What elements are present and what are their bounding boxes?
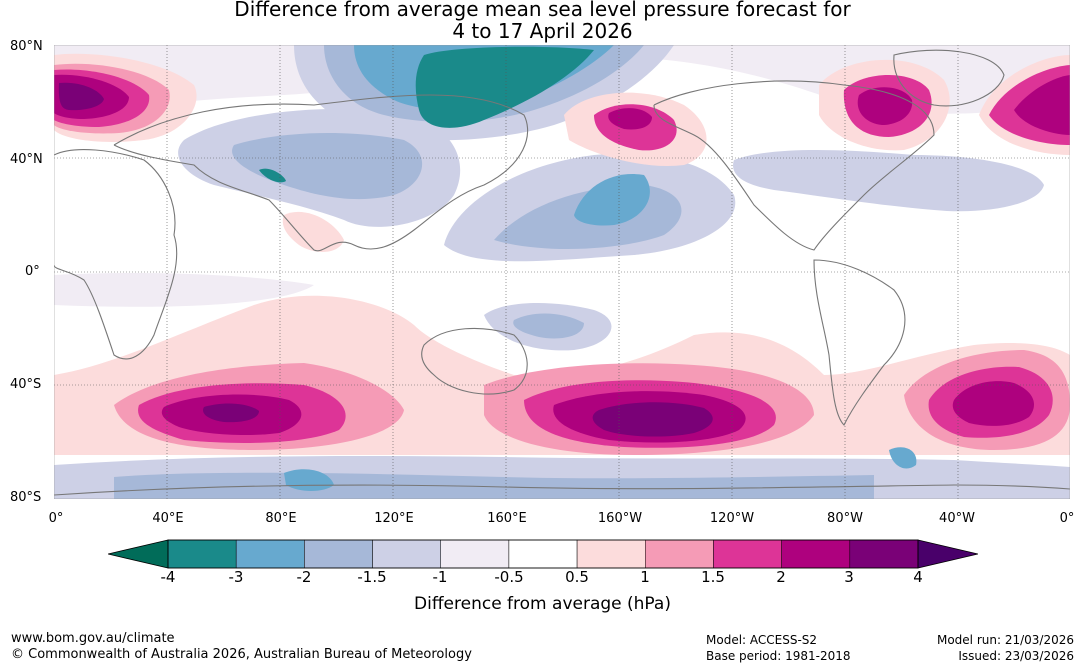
coastline-africa <box>54 149 178 360</box>
lon-label-120w: 120°W <box>709 511 755 526</box>
colorbar-tick-label: 0.5 <box>565 568 589 586</box>
footer-website: www.bom.gov.au/climate <box>11 631 175 646</box>
lat-label-80n: 80°N <box>10 39 43 54</box>
anomaly-atlantic-positive-3 <box>1014 75 1070 135</box>
coastline-antarctica <box>54 484 1070 496</box>
coastline-north-america <box>653 80 935 251</box>
lat-label-equator: 0° <box>25 264 40 279</box>
colorbar-cell <box>508 539 578 569</box>
colorbar-tick-label: -0.5 <box>494 568 524 586</box>
footer-model: Model: ACCESS-S2 <box>706 633 818 647</box>
coastline-eurasia <box>113 94 529 252</box>
lon-label-80e: 80°E <box>265 511 297 526</box>
anomaly-asia-negative-inner <box>232 133 423 200</box>
colorbar-tick-label: -1 <box>432 568 448 586</box>
colorbar-cell <box>781 539 851 569</box>
coastline-australia <box>421 327 528 395</box>
lat-label-40s: 40°S <box>10 377 42 392</box>
lon-label-160e: 160°E <box>487 511 527 526</box>
lon-label-160w: 160°W <box>597 511 643 526</box>
colorbar-cell <box>167 539 237 569</box>
lon-label-80w: 80°W <box>827 511 863 526</box>
colorbar-cell <box>713 539 782 569</box>
anomaly-indian-ocean-positive-4 <box>203 403 259 423</box>
colorbar-tick-label: 4 <box>913 568 923 586</box>
anomaly-tropical-negative-2 <box>513 313 584 339</box>
colorbar-cell <box>235 539 305 569</box>
anomaly-eq-atlantic-negative <box>54 273 314 307</box>
anomaly-antarctic-negative-4 <box>889 447 917 469</box>
footer-model-run: Model run: 21/03/2026 <box>936 633 1074 647</box>
footer-base-period: Base period: 1981-2018 <box>706 649 851 663</box>
lat-label-80s: 80°S <box>10 490 42 505</box>
lon-label-0: 0° <box>48 511 64 526</box>
colorbar <box>108 539 978 569</box>
anomaly-south-pacific-positive-4 <box>592 402 713 437</box>
anomaly-tibet-low <box>259 168 286 183</box>
colorbar-cell <box>304 539 373 569</box>
lon-label-120e: 120°E <box>374 511 414 526</box>
colorbar-tick-label: -2 <box>296 568 312 586</box>
coastlines <box>54 49 1070 496</box>
coastline-south-america <box>813 259 906 426</box>
anomaly-alaska-positive-3 <box>608 108 652 130</box>
anomaly-natlantic-negative <box>733 150 1044 212</box>
colorbar-tick-label: -1.5 <box>357 568 387 586</box>
anomaly-europe-positive-5 <box>58 82 104 111</box>
colorbar-under-triangle <box>108 539 169 569</box>
lat-label-40n: 40°N <box>10 152 43 167</box>
map-title-line-2: 4 to 17 April 2026 <box>452 19 633 43</box>
map-graticule <box>54 45 1070 499</box>
colorbar-tick-label: 1 <box>640 568 650 586</box>
colorbar-tick-label: 1.5 <box>701 568 725 586</box>
pressure-anomaly-map <box>54 45 1070 499</box>
anomaly-npacific-negative-3 <box>574 174 650 226</box>
map-title-line-1: Difference from average mean sea level p… <box>234 0 851 21</box>
anomaly-satlantic-positive-3 <box>952 381 1034 426</box>
colorbar-tick-label: 2 <box>776 568 786 586</box>
lon-label-40e: 40°E <box>152 511 184 526</box>
colorbar-cell <box>576 539 646 569</box>
colorbar-tick-label: 3 <box>844 568 854 586</box>
lon-label-0-east: 0° <box>1059 511 1075 526</box>
colorbar-tick-label: -4 <box>160 568 176 586</box>
anomaly-siberia-negative-4 <box>415 46 594 128</box>
footer-copyright: © Commonwealth of Australia 2026, Austra… <box>11 647 472 662</box>
anomaly-india-positive <box>282 211 344 252</box>
lon-label-40w: 40°W <box>939 511 975 526</box>
colorbar-cell <box>440 539 510 569</box>
colorbar-tick-label: -3 <box>228 568 244 586</box>
colorbar-label: Difference from average (hPa) <box>414 594 671 614</box>
colorbar-over-triangle <box>917 539 978 569</box>
colorbar-cell <box>372 539 441 569</box>
colorbar-frame <box>167 539 919 569</box>
colorbar-cell <box>849 539 919 569</box>
colorbar-cell <box>645 539 714 569</box>
footer-issued: Issued: 23/03/2026 <box>958 649 1074 663</box>
coastline-greenland <box>893 49 1005 107</box>
